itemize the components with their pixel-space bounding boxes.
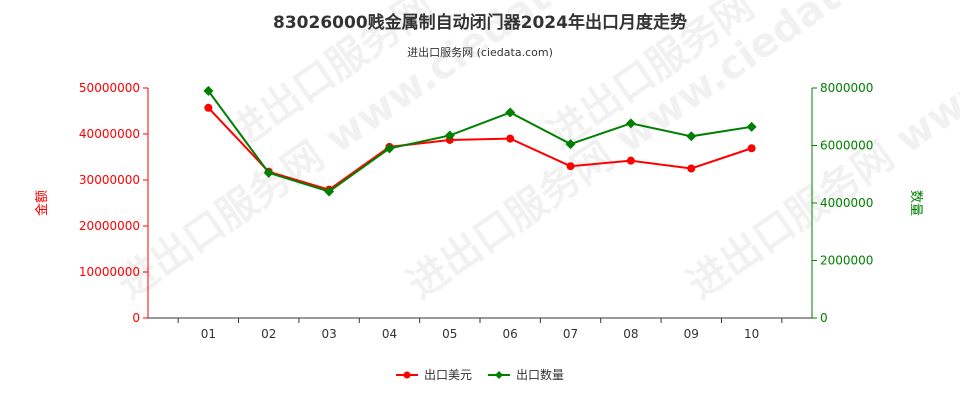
x-tick-label: 03 [321, 327, 336, 341]
left-tick-label: 50000000 [79, 81, 140, 95]
legend: 出口美元 出口数量 [396, 367, 564, 382]
series-point-1 [506, 134, 515, 143]
series-line-2 [207, 90, 752, 193]
series-point-1 [566, 162, 575, 171]
series-point-2 [384, 143, 395, 154]
series-line-1 [207, 107, 752, 191]
left-tick-label: 20000000 [79, 219, 140, 233]
series-point-1 [687, 164, 696, 173]
x-tick-label: 10 [744, 327, 759, 341]
x-tick-label: 07 [563, 327, 578, 341]
legend-marker-2 [495, 371, 503, 379]
series-layer [203, 85, 757, 197]
x-tick-label: 09 [684, 327, 699, 341]
left-tick-label: 10000000 [79, 265, 140, 279]
right-tick-label: 8000000 [820, 81, 873, 95]
x-tick-label: 04 [382, 327, 397, 341]
left-tick-label: 0 [132, 311, 140, 325]
series-point-1 [204, 103, 213, 112]
x-tick-label: 06 [503, 327, 518, 341]
series-point-2 [263, 167, 274, 178]
legend-marker-1 [403, 371, 411, 379]
axes [143, 87, 817, 323]
series-point-2 [505, 107, 516, 118]
x-tick-label: 05 [442, 327, 457, 341]
right-tick-label: 2000000 [820, 254, 873, 268]
x-tick-label: 02 [261, 327, 276, 341]
series-point-2 [203, 85, 214, 96]
right-tick-label: 6000000 [820, 139, 873, 153]
series-point-2 [324, 186, 335, 197]
chart-subtitle: 进出口服务网 (ciedata.com) [407, 45, 553, 59]
legend-label-1: 出口美元 [424, 368, 472, 382]
tick-labels: 0100000002000000030000000400000005000000… [79, 81, 874, 341]
right-tick-label: 4000000 [820, 196, 873, 210]
y-axis-left-label: 金额 [34, 190, 50, 216]
series-point-1 [747, 144, 756, 153]
chart-title: 83026000贱金属制自动闭门器2024年出口月度走势 [273, 12, 687, 33]
legend-label-2: 出口数量 [516, 367, 564, 382]
axis-labels: 金额 数量 [34, 190, 923, 216]
series-point-2 [444, 130, 455, 141]
series-point-1 [626, 156, 635, 165]
left-tick-label: 30000000 [79, 173, 140, 187]
x-tick-label: 01 [201, 327, 216, 341]
y-axis-right-label: 数量 [908, 190, 923, 216]
left-tick-label: 40000000 [79, 127, 140, 141]
series-point-2 [565, 139, 576, 150]
series-point-2 [625, 118, 636, 129]
x-tick-label: 08 [623, 327, 638, 341]
series-point-2 [746, 121, 757, 132]
right-tick-label: 0 [820, 311, 828, 325]
series-point-2 [686, 131, 697, 142]
